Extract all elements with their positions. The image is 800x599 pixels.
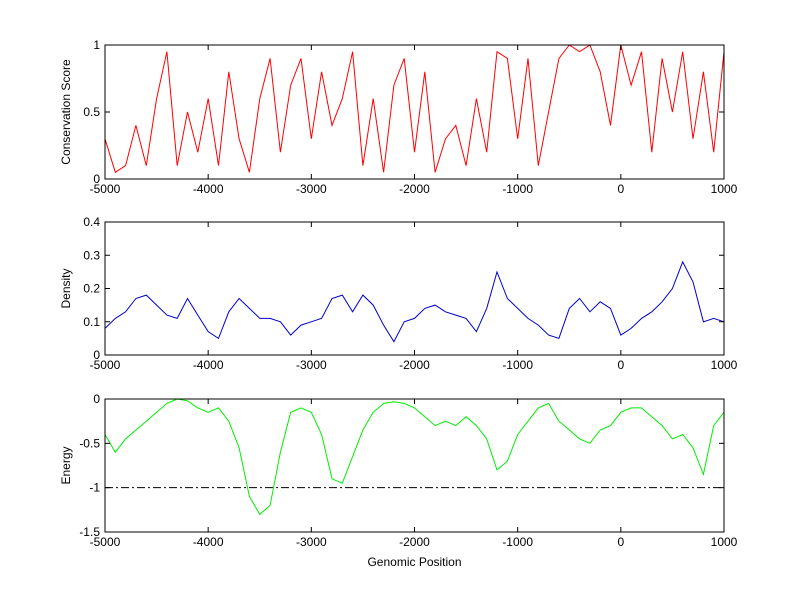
y-axis-label: Energy xyxy=(59,446,73,484)
x-tick-label: -5000 xyxy=(90,358,121,372)
x-tick-label: 1000 xyxy=(711,358,738,372)
x-tick-label: 0 xyxy=(617,535,624,549)
x-tick-label: -4000 xyxy=(193,358,224,372)
x-tick-label: -2000 xyxy=(399,358,430,372)
axes-background xyxy=(105,222,724,355)
x-tick-label: -5000 xyxy=(90,535,121,549)
y-tick-label: -1.5 xyxy=(79,525,100,539)
y-tick-label: 0.5 xyxy=(83,105,100,119)
x-tick-label: -2000 xyxy=(399,182,430,196)
data-line xyxy=(104,398,725,516)
x-tick-label: -4000 xyxy=(193,182,224,196)
y-tick-label: 0.4 xyxy=(83,215,100,229)
y-tick-label: 0 xyxy=(93,392,100,406)
axes-background xyxy=(105,45,724,179)
y-tick-label: -0.5 xyxy=(79,436,100,450)
x-tick-label: 1000 xyxy=(711,535,738,549)
x-tick-label: -5000 xyxy=(90,182,121,196)
y-tick-label: 0 xyxy=(93,348,100,362)
x-tick-label: -4000 xyxy=(193,535,224,549)
x-tick-label: -3000 xyxy=(296,358,327,372)
y-tick-label: 1 xyxy=(93,38,100,52)
x-axis-label: Genomic Position xyxy=(367,555,461,569)
y-axis-label: Density xyxy=(59,268,73,308)
x-tick-label: -3000 xyxy=(296,182,327,196)
x-tick-label: -1000 xyxy=(502,535,533,549)
y-tick-label: 0.2 xyxy=(83,282,100,296)
y-tick-label: 0 xyxy=(93,172,100,186)
axes-background xyxy=(105,399,724,532)
y-tick-label: -1 xyxy=(89,481,100,495)
x-tick-label: -1000 xyxy=(502,182,533,196)
x-tick-label: -3000 xyxy=(296,535,327,549)
y-tick-label: 0.3 xyxy=(83,248,100,262)
x-tick-label: 0 xyxy=(617,358,624,372)
y-axis-label: Conservation Score xyxy=(59,59,73,165)
x-tick-label: -1000 xyxy=(502,358,533,372)
y-tick-label: 0.1 xyxy=(83,315,100,329)
x-tick-label: -2000 xyxy=(399,535,430,549)
x-tick-label: 1000 xyxy=(711,182,738,196)
x-tick-label: 0 xyxy=(617,182,624,196)
data-line xyxy=(104,260,725,343)
